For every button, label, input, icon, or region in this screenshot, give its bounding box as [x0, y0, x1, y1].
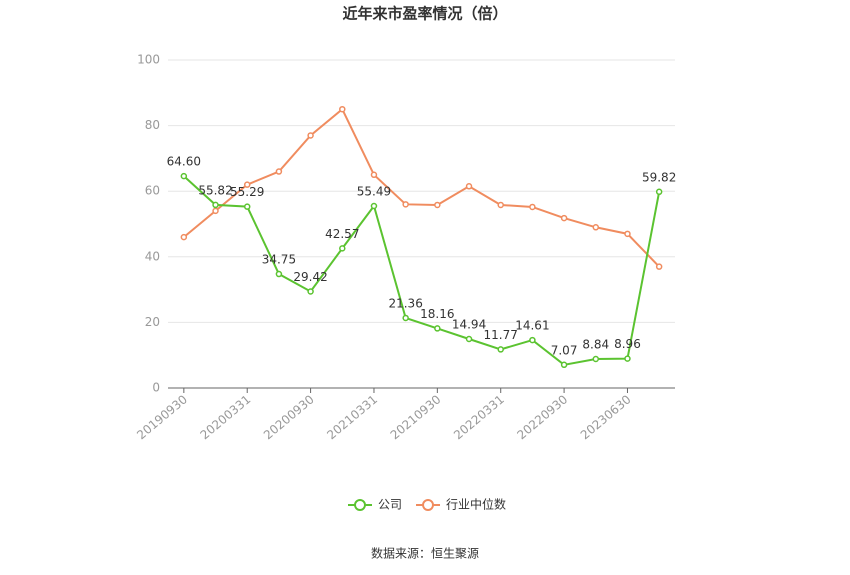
data-point	[243, 181, 251, 188]
data-point	[434, 325, 441, 332]
data-label: 42.57	[325, 227, 359, 241]
data-point	[592, 224, 600, 231]
data-label: 55.49	[357, 184, 391, 198]
data-point	[465, 335, 473, 343]
legend-label: 公司	[378, 498, 402, 512]
x-tick-label: 20200331	[198, 392, 254, 442]
data-label: 55.29	[230, 185, 264, 199]
data-point	[497, 346, 504, 353]
data-label: 34.75	[262, 253, 296, 267]
y-tick-label: 60	[145, 184, 160, 198]
data-label: 8.84	[582, 338, 609, 352]
x-tick-label: 20230630	[578, 392, 634, 442]
x-tick-label: 20220930	[514, 392, 570, 442]
chart-title: 近年来市盈率情况（倍）	[342, 5, 507, 23]
data-label: 59.82	[642, 170, 676, 184]
x-tick-label: 20210331	[324, 392, 380, 442]
data-point	[655, 263, 663, 270]
data-point	[243, 203, 251, 210]
data-point	[307, 288, 314, 295]
x-tick-label: 20220331	[451, 392, 507, 442]
y-tick-label: 20	[145, 315, 160, 329]
data-label: 11.77	[484, 328, 518, 342]
y-tick-label: 80	[145, 118, 160, 132]
data-point	[402, 201, 409, 208]
data-point	[370, 202, 378, 210]
data-label: 55.82	[198, 183, 232, 197]
data-label: 18.16	[420, 307, 454, 321]
data-point	[212, 201, 219, 209]
y-tick-label: 0	[152, 381, 160, 395]
data-point	[275, 168, 283, 175]
series-line	[183, 175, 661, 366]
y-tick-label: 40	[145, 249, 160, 263]
legend-label: 行业中位数	[446, 497, 506, 512]
data-point	[180, 233, 188, 241]
data-point	[624, 355, 631, 362]
x-tick-label: 20210930	[388, 392, 444, 442]
series-line	[183, 107, 660, 268]
x-tick-label: 20200930	[261, 392, 317, 442]
data-point	[180, 172, 188, 180]
data-point	[212, 207, 219, 215]
data-point	[624, 230, 631, 238]
data-point	[275, 270, 283, 278]
data-point	[560, 214, 568, 222]
data-point	[434, 201, 441, 209]
data-label: 14.94	[452, 317, 486, 331]
x-tick-label: 20190930	[134, 392, 190, 442]
data-point	[465, 183, 473, 190]
data-point	[497, 201, 504, 209]
data-point	[339, 245, 346, 252]
data-point	[592, 355, 600, 363]
data-point	[529, 336, 536, 344]
data-point	[560, 361, 568, 369]
data-label: 7.07	[551, 343, 578, 357]
source-note: 数据来源：恒生聚源	[371, 546, 479, 561]
data-label: 21.36	[388, 296, 422, 310]
legend-marker	[422, 499, 435, 511]
data-label: 29.42	[293, 270, 327, 284]
data-point	[529, 203, 536, 211]
data-point	[655, 188, 663, 196]
data-label: 14.61	[515, 319, 549, 333]
data-point	[402, 314, 409, 322]
data-label: 8.96	[614, 337, 641, 351]
y-tick-label: 100	[137, 53, 160, 67]
data-point	[307, 132, 314, 139]
data-point	[339, 105, 346, 113]
data-point	[370, 171, 378, 179]
legend-marker	[354, 499, 366, 511]
data-label: 64.60	[167, 155, 201, 169]
